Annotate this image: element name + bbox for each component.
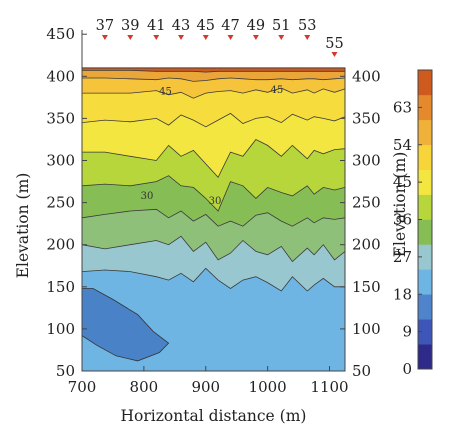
colorbar-segment [418,319,432,345]
station-marker [227,35,234,40]
y-tick-label-left: 400 [46,67,75,85]
contour-line-21 [81,235,346,263]
colorbar-tick-label: 18 [393,285,412,303]
y-axis-title-right: Elevation (m) [391,152,409,258]
station-label: 53 [298,18,316,34]
contour-line-18 [81,267,345,292]
y-axis-title-left: Elevation (m) [14,173,32,279]
contour-line-40 [81,112,346,128]
colorbar-segment [418,194,432,220]
low-zone-polygon [81,288,170,362]
x-tick-label: 800 [130,378,159,396]
station-label: 45 [197,18,215,34]
y-tick-label-left: 300 [46,152,75,170]
y-tick-label-right: 100 [352,320,381,338]
station-marker [252,35,259,40]
colorbar-segment [418,169,432,195]
x-axis-title: Horizontal distance (m) [121,407,307,425]
station-marker [202,35,209,40]
y-tick-label-left: 50 [56,362,75,380]
contour-label: 45 [271,85,284,96]
station-label: 51 [272,18,290,34]
contour-label: 30 [209,196,222,207]
colorbar: 0 9 18 27 36 45 54 63 [393,69,433,378]
y-tick-label-right: 400 [352,67,381,85]
colorbar-segment [418,269,432,295]
station-marker [331,52,338,57]
station-label: 41 [147,18,165,34]
x-tick-label: 900 [191,378,220,396]
contour-label: 30 [141,191,154,202]
y-tick-label-right: 150 [352,278,381,296]
contour-label: 45 [159,87,172,98]
colorbar-tick-label: 0 [402,360,412,378]
colorbar-tick-label: 45 [393,173,412,191]
colorbar-segment [418,70,432,96]
y-tick-label-right: 250 [352,194,381,212]
station-label: 47 [221,18,239,34]
contour-fills [81,67,345,371]
y-tick-label-left: 150 [46,278,75,296]
station-marker [101,35,108,40]
station-markers: 37 39 41 43 45 47 49 51 53 55 [96,18,344,57]
axes: 700 800 900 1000 110050100150200250300350400… [46,25,380,396]
station-marker [278,35,285,40]
x-tick-label: 700 [68,378,97,396]
x-tick-label: 1000 [249,378,287,396]
station-label: 49 [247,18,265,34]
colorbar-tick-label: 36 [393,211,412,229]
station-marker [178,35,185,40]
colorbar-segment [418,344,432,370]
y-tick-label-left: 450 [46,25,75,43]
station-marker [127,35,134,40]
y-tick-label-left: 350 [46,109,75,127]
colorbar-tick-label: 27 [393,248,412,266]
station-label: 37 [96,18,114,34]
station-label: 55 [325,36,343,52]
y-tick-label-left: 250 [46,194,75,212]
station-marker [304,35,311,40]
y-tick-label-left: 200 [46,236,75,254]
y-tick-label-right: 200 [352,236,381,254]
colorbar-segment [418,144,432,170]
contour-line-63 [82,70,345,73]
colorbar-segment [418,119,432,146]
contour-line-30 [81,175,346,212]
colorbar-tick-label: 63 [393,98,412,116]
contour-labels: 45 45 30 30 [141,85,284,207]
x-tick-label: 1100 [310,378,348,396]
y-tick-label-right: 50 [352,362,371,380]
y-tick-label-right: 350 [352,109,381,127]
contour-line-36 [82,138,346,179]
colorbar-segment [418,294,432,320]
station-label: 43 [172,18,190,34]
station-label: 39 [121,18,139,34]
colorbar-tick-label: 9 [402,323,412,341]
colorbar-segment [418,94,432,121]
y-tick-label-left: 100 [46,320,75,338]
contour-line-45 [82,87,346,99]
y-tick-label-right: 300 [352,152,381,170]
contour-line-54 [82,77,346,82]
contour-line-27 [81,208,346,227]
colorbar-segment [418,219,432,245]
colorbar-segment [418,244,432,270]
colorbar-tick-label: 54 [393,136,412,154]
station-marker [153,35,160,40]
